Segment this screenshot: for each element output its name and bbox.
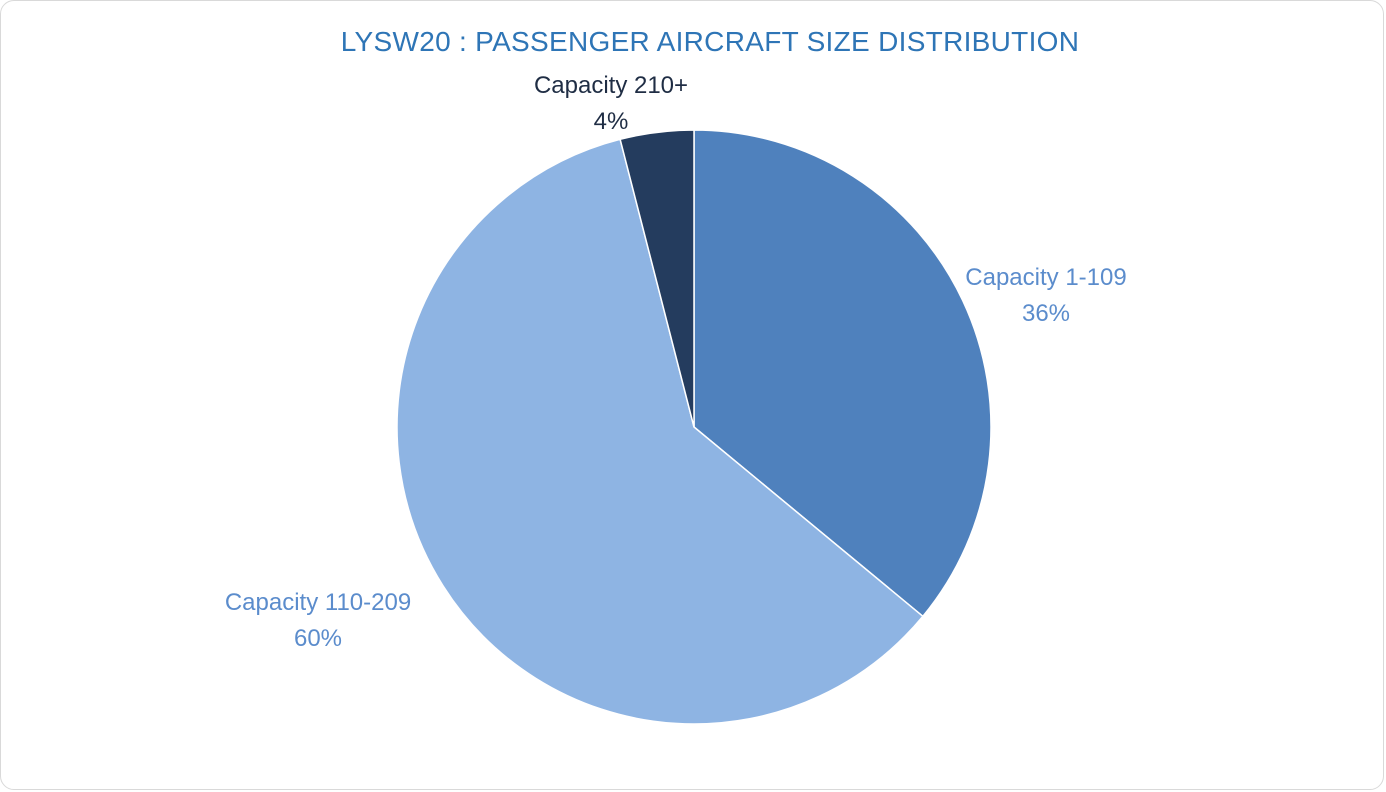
- pie-slices: [396, 129, 992, 725]
- slice-label-2: Capacity 110-209: [225, 589, 411, 616]
- pie-labels: Capacity 1-109 36% Capacity 110-209 60% Capa…: [225, 72, 1127, 652]
- pie-slice-1: [693, 129, 992, 618]
- pie-slice-2: [396, 138, 924, 725]
- slice-label-3: Capacity 210+: [534, 72, 688, 99]
- slice-value-label-1: 36%: [1022, 300, 1070, 327]
- slice-value-label-2: 60%: [294, 625, 342, 652]
- chart-title: LYSW20 : PASSENGER AIRCRAFT SIZE DISTRIB…: [340, 26, 1080, 57]
- slice-value-label-3: 4%: [594, 108, 629, 135]
- slice-label-1: Capacity 1-109: [965, 264, 1126, 291]
- pie-slice-3: [619, 129, 695, 428]
